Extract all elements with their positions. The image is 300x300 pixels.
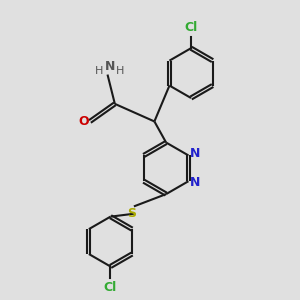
Text: Cl: Cl [104, 281, 117, 294]
Text: O: O [78, 115, 89, 128]
Text: N: N [105, 60, 115, 73]
Text: N: N [190, 148, 200, 160]
Text: Cl: Cl [184, 21, 198, 34]
Text: N: N [190, 176, 200, 189]
Text: H: H [116, 66, 124, 76]
Text: S: S [127, 207, 136, 220]
Text: H: H [95, 66, 103, 76]
